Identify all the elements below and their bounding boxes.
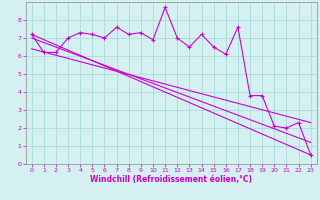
X-axis label: Windchill (Refroidissement éolien,°C): Windchill (Refroidissement éolien,°C) — [90, 175, 252, 184]
